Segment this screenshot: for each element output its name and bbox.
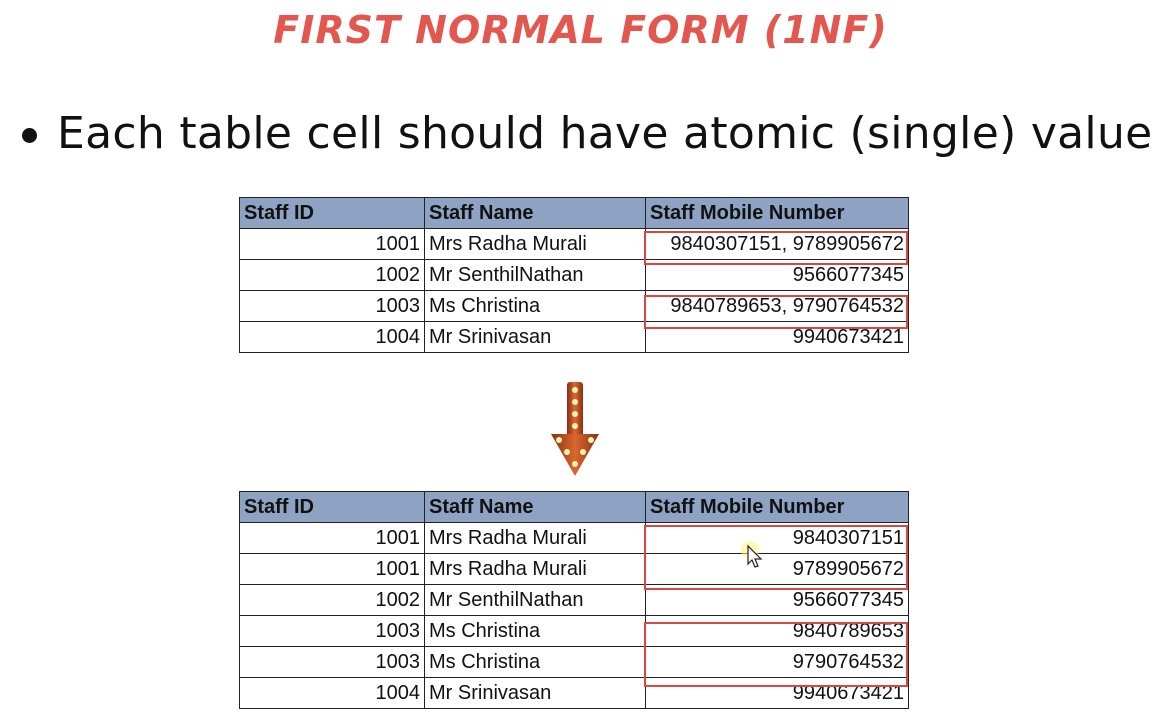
table-row: 1003 Ms Christina 9840789653, 9790764532 — [239, 290, 909, 322]
cell-staff-mobile: 9790764532 — [645, 646, 909, 678]
cell-staff-name: Mr Srinivasan — [424, 677, 646, 709]
bullet-icon — [22, 128, 37, 143]
header-staff-id: Staff ID — [239, 197, 425, 229]
cell-staff-id: 1001 — [239, 522, 425, 554]
table-row: 1002 Mr SenthilNathan 9566077345 — [239, 259, 909, 291]
cell-staff-mobile: 9840789653 — [645, 615, 909, 647]
cell-staff-id: 1001 — [239, 553, 425, 585]
cell-staff-name: Ms Christina — [424, 290, 646, 322]
cell-staff-id: 1003 — [239, 290, 425, 322]
cell-staff-name: Mrs Radha Murali — [424, 553, 646, 585]
cell-staff-name: Mr Srinivasan — [424, 321, 646, 353]
cell-staff-mobile: 9566077345 — [645, 259, 909, 291]
table-row: 1004 Mr Srinivasan 9940673421 — [239, 321, 909, 353]
table-header-row: Staff ID Staff Name Staff Mobile Number — [239, 491, 909, 523]
slide-title: FIRST NORMAL FORM (1NF) — [273, 8, 888, 52]
cell-staff-id: 1001 — [239, 228, 425, 260]
table-before-normalization: Staff ID Staff Name Staff Mobile Number … — [239, 197, 909, 353]
bullet-point: Each table cell should have atomic (sing… — [22, 108, 1153, 159]
table-header-row: Staff ID Staff Name Staff Mobile Number — [239, 197, 909, 229]
cell-staff-mobile: 9940673421 — [645, 677, 909, 709]
cell-staff-mobile: 9840789653, 9790764532 — [645, 290, 909, 322]
table-after-normalization: Staff ID Staff Name Staff Mobile Number … — [239, 491, 909, 709]
cell-staff-mobile: 9789905672 — [645, 553, 909, 585]
cell-staff-mobile: 9840307151, 9789905672 — [645, 228, 909, 260]
cell-staff-id: 1002 — [239, 584, 425, 616]
cell-staff-id: 1002 — [239, 259, 425, 291]
table-row: 1001 Mrs Radha Murali 9840307151 — [239, 522, 909, 554]
cell-staff-name: Mr SenthilNathan — [424, 259, 646, 291]
table-row: 1001 Mrs Radha Murali 9840307151, 978990… — [239, 228, 909, 260]
cell-staff-id: 1004 — [239, 677, 425, 709]
cell-staff-name: Mrs Radha Murali — [424, 228, 646, 260]
header-staff-id: Staff ID — [239, 491, 425, 523]
cell-staff-id: 1003 — [239, 615, 425, 647]
cell-staff-mobile: 9940673421 — [645, 321, 909, 353]
header-staff-mobile: Staff Mobile Number — [645, 197, 909, 229]
cell-staff-mobile: 9840307151 — [645, 522, 909, 554]
cell-staff-name: Mr SenthilNathan — [424, 584, 646, 616]
down-arrow-icon — [551, 382, 599, 476]
cell-staff-name: Mrs Radha Murali — [424, 522, 646, 554]
cell-staff-name: Ms Christina — [424, 646, 646, 678]
table-row: 1004 Mr Srinivasan 9940673421 — [239, 677, 909, 709]
cell-staff-id: 1004 — [239, 321, 425, 353]
table-row: 1003 Ms Christina 9790764532 — [239, 646, 909, 678]
bullet-text: Each table cell should have atomic (sing… — [57, 108, 1153, 159]
cell-staff-name: Ms Christina — [424, 615, 646, 647]
cell-staff-mobile: 9566077345 — [645, 584, 909, 616]
cell-staff-id: 1003 — [239, 646, 425, 678]
table-row: 1002 Mr SenthilNathan 9566077345 — [239, 584, 909, 616]
header-staff-name: Staff Name — [424, 491, 646, 523]
mouse-pointer-icon — [741, 541, 763, 568]
table-row: 1003 Ms Christina 9840789653 — [239, 615, 909, 647]
header-staff-mobile: Staff Mobile Number — [645, 491, 909, 523]
table-row: 1001 Mrs Radha Murali 9789905672 — [239, 553, 909, 585]
header-staff-name: Staff Name — [424, 197, 646, 229]
